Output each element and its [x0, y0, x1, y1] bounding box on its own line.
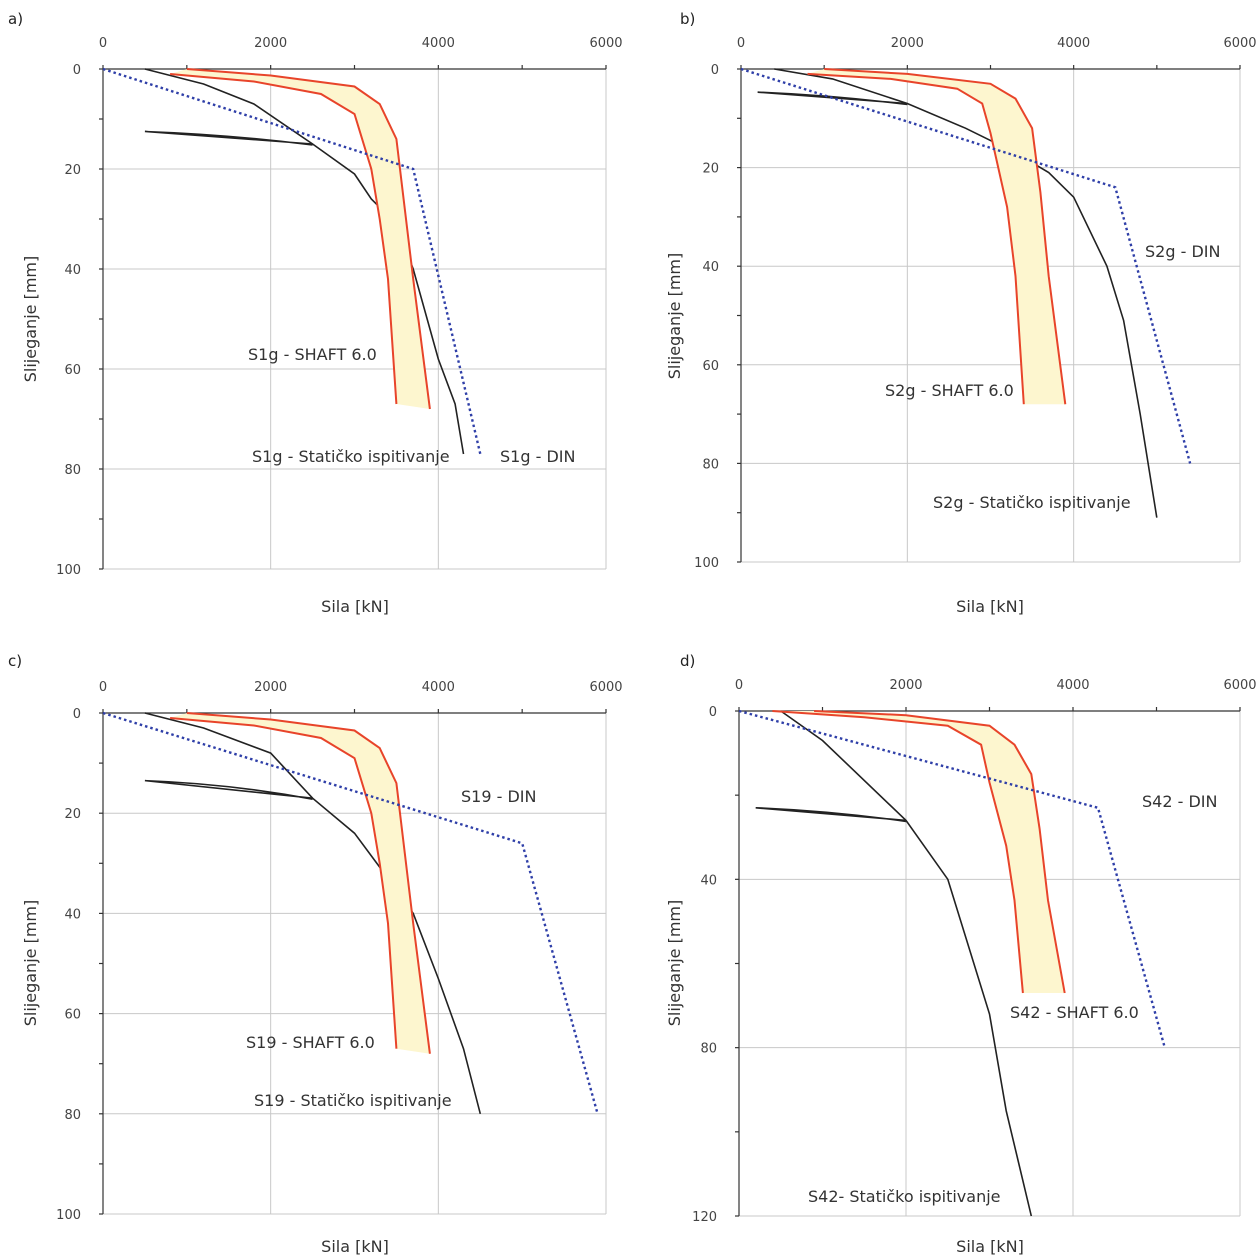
x-tick-label: 4000 [1056, 678, 1089, 693]
y-axis-label: Slijeganje [mm] [21, 900, 40, 1026]
series-annotation: S42 - SHAFT 6.0 [1010, 1003, 1139, 1022]
x-tick-label: 6000 [1223, 678, 1256, 693]
y-tick-label: 100 [56, 563, 81, 578]
y-tick-label: 20 [702, 162, 719, 177]
series-line-static-unload [755, 806, 907, 823]
series-line-static [144, 68, 465, 455]
y-tick-label: 120 [692, 1210, 717, 1225]
y-tick-label: 0 [73, 63, 81, 78]
shaft-band [170, 69, 430, 409]
panel-label: c) [8, 652, 22, 670]
series-line-din [740, 67, 1192, 464]
x-tick-label: 2000 [891, 36, 924, 51]
series-line-shaft-upper [824, 68, 1067, 405]
y-axis-label: Slijeganje [mm] [665, 900, 684, 1026]
x-axis-label: Sila [kN] [321, 597, 389, 616]
series-annotation: S42 - DIN [1142, 792, 1217, 811]
chart-panel-3: 0 2000 4000 6000 0 20 40 60 80 100 c) Sila [kN] Slij… [8, 652, 623, 1256]
x-tick-label: 4000 [422, 680, 455, 695]
x-axis-label: Sila [kN] [956, 597, 1024, 616]
series-annotation: S42- Statičko ispitivanje [808, 1187, 1001, 1206]
shaft-band [807, 69, 1066, 405]
y-tick-label: 80 [64, 1108, 81, 1123]
series-line-static-unload [757, 91, 908, 106]
y-tick-label: 40 [64, 907, 81, 922]
series-line-shaft-lower [170, 73, 398, 405]
y-tick-label: 100 [694, 556, 719, 571]
chart-panel-2: 0 2000 4000 6000 0 20 40 60 80 100 b) Sila [kN] Slij… [665, 10, 1257, 616]
y-tick-label: 40 [702, 260, 719, 275]
series-line-shaft-lower [772, 710, 1024, 994]
x-tick-label: 6000 [1223, 36, 1256, 51]
y-tick-label: 80 [64, 463, 81, 478]
series-line-static [780, 710, 1033, 1217]
shaft-band [170, 713, 430, 1054]
x-tick-label: 0 [99, 680, 107, 695]
x-tick-label: 2000 [254, 36, 287, 51]
series-line-din [102, 67, 482, 455]
y-tick-label: 80 [702, 457, 719, 472]
x-tick-label: 0 [737, 36, 745, 51]
series-annotation: S1g - Statičko ispitivanje [252, 447, 450, 466]
y-tick-label: 20 [64, 807, 81, 822]
series-line-static-unload [144, 130, 313, 146]
series-annotation: S2g - Statičko ispitivanje [933, 493, 1131, 512]
y-tick-label: 100 [56, 1208, 81, 1223]
y-tick-label: 60 [64, 363, 81, 378]
x-tick-label: 4000 [422, 36, 455, 51]
shaft-band [772, 711, 1065, 993]
x-tick-label: 0 [99, 36, 107, 51]
series-line-shaft-upper [186, 712, 431, 1054]
series-line-shaft-upper [186, 68, 431, 410]
panel-label: a) [8, 10, 23, 28]
y-tick-label: 0 [73, 707, 81, 722]
series-annotation: S19 - SHAFT 6.0 [246, 1033, 375, 1052]
y-tick-label: 0 [711, 63, 719, 78]
series-annotation: S2g - SHAFT 6.0 [885, 381, 1014, 400]
x-axis-label: Sila [kN] [956, 1237, 1024, 1256]
panel-label: d) [680, 652, 695, 670]
series-annotation: S2g - DIN [1145, 242, 1220, 261]
series-line-shaft-lower [170, 717, 398, 1049]
y-tick-label: 20 [64, 163, 81, 178]
x-tick-label: 4000 [1057, 36, 1090, 51]
series-line-static [144, 712, 482, 1114]
series-annotation: S19 - Statičko ispitivanje [254, 1091, 452, 1110]
series-line-shaft-lower [807, 72, 1025, 405]
series-line-static [774, 68, 1158, 518]
y-axis-label: Slijeganje [mm] [21, 256, 40, 382]
y-tick-label: 60 [702, 359, 719, 374]
series-line-static-unload [144, 779, 313, 800]
x-tick-label: 0 [735, 678, 743, 693]
chart-panel-1: 0 2000 4000 6000 0 20 40 60 80 100 a) Sila [kN] Slij… [8, 10, 623, 616]
panel-label: b) [680, 10, 695, 28]
x-tick-label: 6000 [589, 680, 622, 695]
y-tick-label: 80 [700, 1042, 717, 1057]
x-tick-label: 6000 [589, 36, 622, 51]
y-tick-label: 60 [64, 1008, 81, 1023]
series-line-shaft-upper [814, 710, 1066, 994]
y-axis-label: Slijeganje [mm] [665, 253, 684, 379]
series-annotation: S1g - SHAFT 6.0 [248, 345, 377, 364]
x-tick-label: 2000 [889, 678, 922, 693]
y-tick-label: 40 [700, 873, 717, 888]
x-tick-label: 2000 [254, 680, 287, 695]
series-annotation: S19 - DIN [461, 787, 536, 806]
series-annotation: S1g - DIN [500, 447, 575, 466]
chart-panel-4: 0 2000 4000 6000 0 40 80 120 d) Sila [kN] Slijegan… [665, 652, 1257, 1256]
y-tick-label: 40 [64, 263, 81, 278]
y-tick-label: 0 [709, 705, 717, 720]
x-axis-label: Sila [kN] [321, 1237, 389, 1256]
